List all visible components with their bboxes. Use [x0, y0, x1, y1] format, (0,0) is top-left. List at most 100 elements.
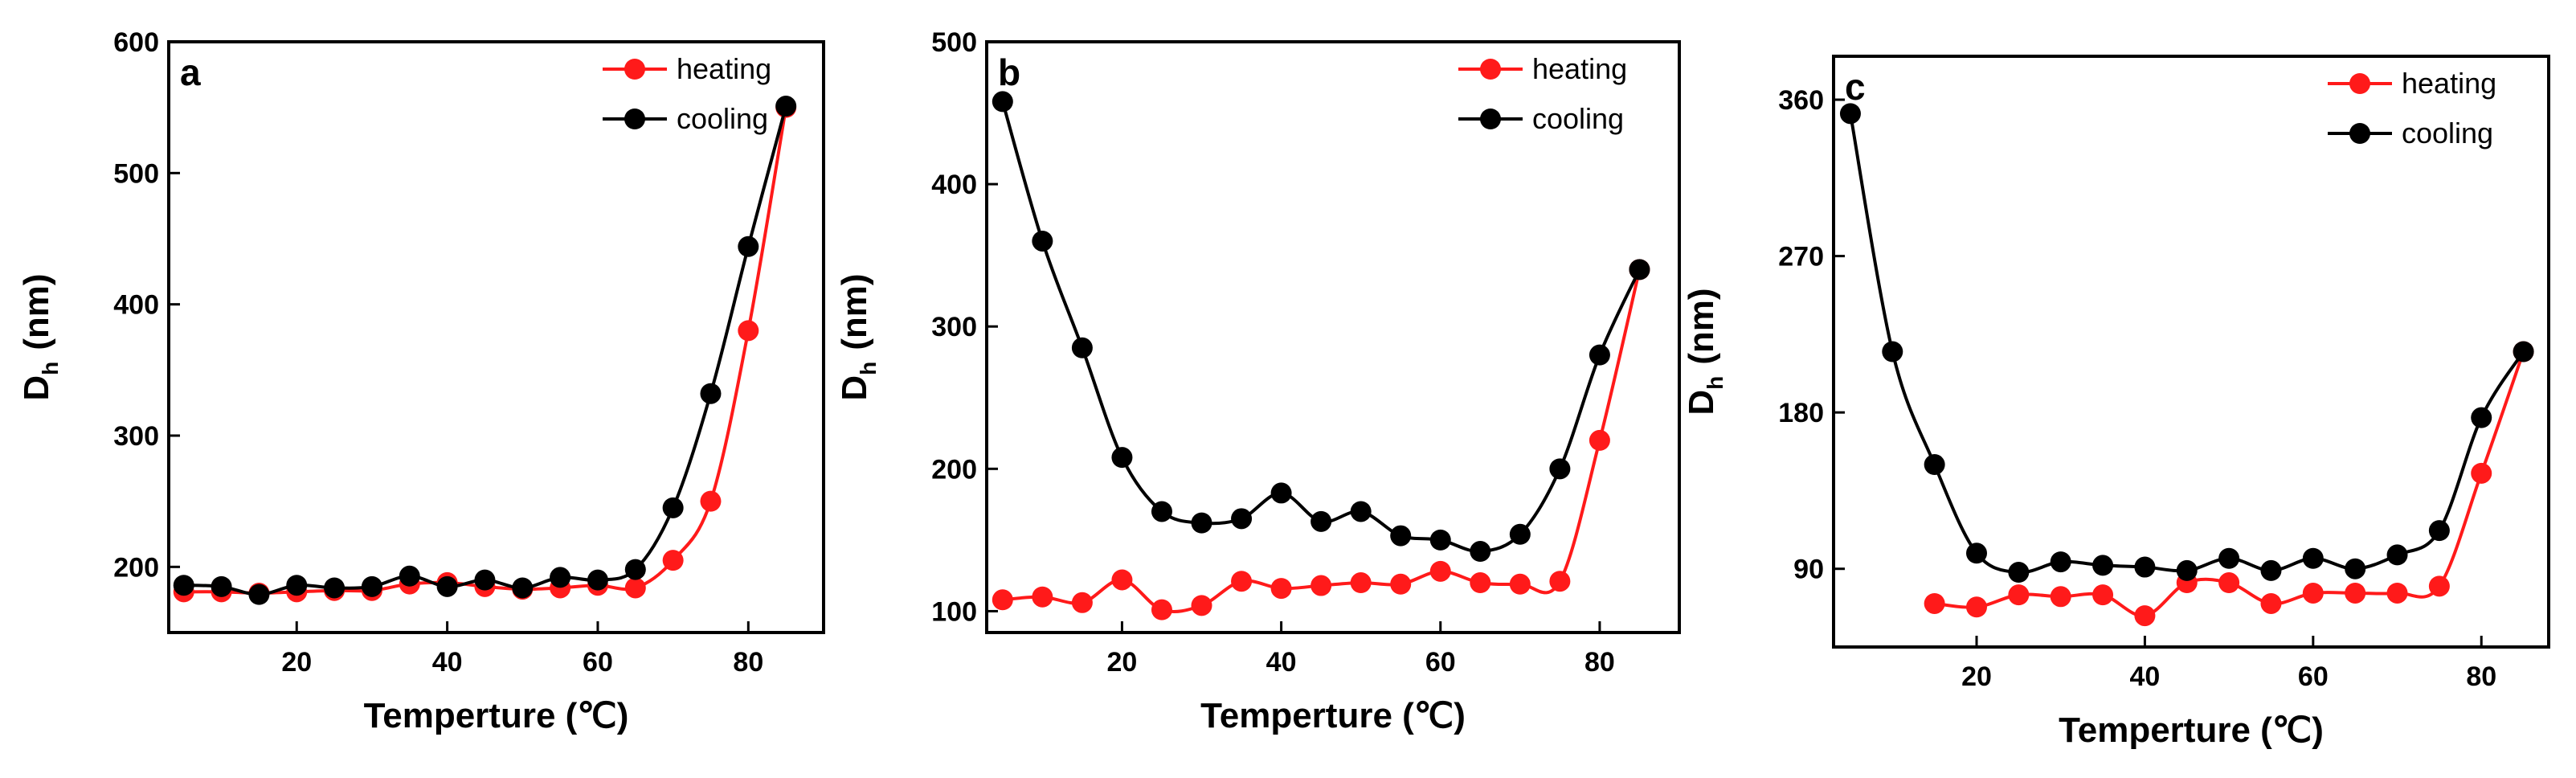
data-point-cooling	[2050, 551, 2071, 573]
data-point-cooling	[2471, 407, 2492, 428]
data-point-cooling	[286, 575, 308, 596]
data-point-heating	[1111, 569, 1133, 591]
data-point-heating	[1310, 575, 1332, 596]
data-point-heating	[1071, 592, 1093, 613]
data-point-cooling	[1390, 525, 1412, 547]
legend-label-cooling: cooling	[1532, 102, 1624, 135]
x-tick-label: 40	[2129, 661, 2160, 692]
panel-letter: a	[180, 51, 201, 93]
x-axis-title: Temperture (℃)	[1200, 696, 1466, 735]
data-point-heating	[1966, 596, 1987, 618]
y-axis-title-unit: (nm)	[17, 273, 56, 350]
x-tick-label: 80	[733, 647, 763, 678]
data-point-cooling	[1839, 103, 1861, 125]
series-line-heating	[1934, 350, 2525, 618]
legend: heating cooling	[603, 52, 771, 135]
data-point-cooling	[474, 569, 496, 591]
legend: heating cooling	[2328, 67, 2496, 149]
y-axis-title-subscript: h	[38, 362, 63, 375]
legend-marker-cooling	[624, 109, 645, 129]
data-point-cooling	[1191, 512, 1212, 534]
data-point-heating	[1191, 595, 1212, 616]
data-point-heating	[1470, 572, 1491, 594]
y-axis-title-subscript: h	[856, 362, 881, 375]
plot-frame	[985, 40, 1681, 634]
data-point-heating	[2345, 582, 2366, 604]
y-axis-title-unit: (nm)	[1682, 288, 1721, 364]
data-point-cooling	[1629, 259, 1650, 280]
data-point-heating	[2218, 572, 2240, 594]
data-point-heating	[662, 550, 684, 571]
legend-marker-heating	[2349, 73, 2370, 94]
series-line-cooling	[1848, 113, 2525, 575]
data-point-cooling	[1032, 230, 1053, 252]
data-point-cooling	[1151, 501, 1172, 522]
panel-c: 20 40 60 80 90 180 270 360 c Temperture (℃) Dh (…	[1682, 55, 2550, 750]
legend-marker-heating	[624, 59, 645, 80]
y-axis-title: Dh (nm)	[835, 273, 881, 400]
legend-label-cooling: cooling	[2402, 117, 2493, 149]
data-point-cooling	[1350, 501, 1372, 522]
plot-frame	[167, 40, 825, 634]
panel-letter: c	[1845, 66, 1866, 108]
data-point-cooling	[248, 584, 270, 605]
data-point-cooling	[1589, 344, 1610, 366]
data-point-heating	[2008, 584, 2030, 606]
data-point-cooling	[700, 383, 722, 404]
data-point-cooling	[173, 575, 194, 596]
axis-ticks: 20 40 60 80 200 300 400 500 600	[113, 27, 763, 678]
data-point-heating	[738, 320, 759, 342]
x-tick-label: 20	[1107, 647, 1138, 678]
data-point-cooling	[738, 235, 759, 257]
data-point-cooling	[1549, 458, 1571, 480]
y-tick-label: 400	[113, 290, 159, 321]
legend: heating cooling	[1458, 52, 1627, 135]
data-point-cooling	[1071, 337, 1093, 358]
data-point-cooling	[1509, 523, 1531, 545]
series-line-heating	[183, 107, 788, 596]
y-axis-title: Dh (nm)	[1682, 288, 1728, 415]
data-point-cooling	[512, 577, 534, 599]
data-point-heating	[2471, 462, 2492, 484]
legend-label-cooling: cooling	[677, 102, 768, 135]
y-tick-label: 360	[1778, 85, 1824, 116]
data-point-cooling	[1111, 447, 1133, 469]
y-axis-title-main: D	[835, 375, 874, 401]
data-point-heating	[700, 490, 722, 512]
series-line-cooling	[1000, 100, 1642, 554]
data-point-heating	[1549, 571, 1571, 592]
data-point-heating	[992, 589, 1013, 611]
data-point-cooling	[2345, 558, 2366, 579]
data-point-cooling	[324, 577, 346, 599]
data-point-heating	[1924, 592, 1945, 614]
data-point-cooling	[1924, 454, 1945, 476]
data-point-heating	[1509, 573, 1531, 595]
legend-label-heating: heating	[677, 52, 771, 85]
legend-label-heating: heating	[1532, 52, 1627, 85]
y-axis-title: Dh (nm)	[17, 273, 63, 400]
data-point-cooling	[1231, 508, 1253, 530]
plot-frame	[1832, 55, 2550, 649]
data-point-cooling	[2008, 562, 2030, 584]
data-point-cooling	[2386, 544, 2408, 566]
data-point-heating	[1032, 586, 1053, 608]
data-point-heating	[2302, 582, 2324, 604]
legend-label-heating: heating	[2402, 67, 2496, 100]
data-point-heating	[2260, 592, 2282, 614]
data-point-heating	[1270, 578, 1292, 600]
series-line-cooling	[183, 105, 788, 596]
panel-b: 20 40 60 80 100 200 300 400 500 b Temperture (℃)…	[835, 27, 1681, 735]
data-point-heating	[2386, 582, 2408, 604]
axis-ticks: 20 40 60 80 100 200 300 400 500	[931, 27, 1615, 678]
data-point-cooling	[1310, 510, 1332, 532]
y-tick-label: 400	[931, 170, 977, 200]
data-point-heating	[1429, 560, 1451, 582]
x-tick-label: 80	[1584, 647, 1615, 678]
data-point-heating	[624, 577, 646, 599]
data-point-cooling	[1966, 543, 1987, 564]
y-axis-title-unit: (nm)	[835, 273, 874, 350]
legend-marker-cooling	[2349, 123, 2370, 144]
axis-ticks: 20 40 60 80 90 180 270 360	[1778, 85, 2496, 692]
data-point-cooling	[2092, 555, 2114, 576]
data-point-heating	[2428, 575, 2450, 597]
